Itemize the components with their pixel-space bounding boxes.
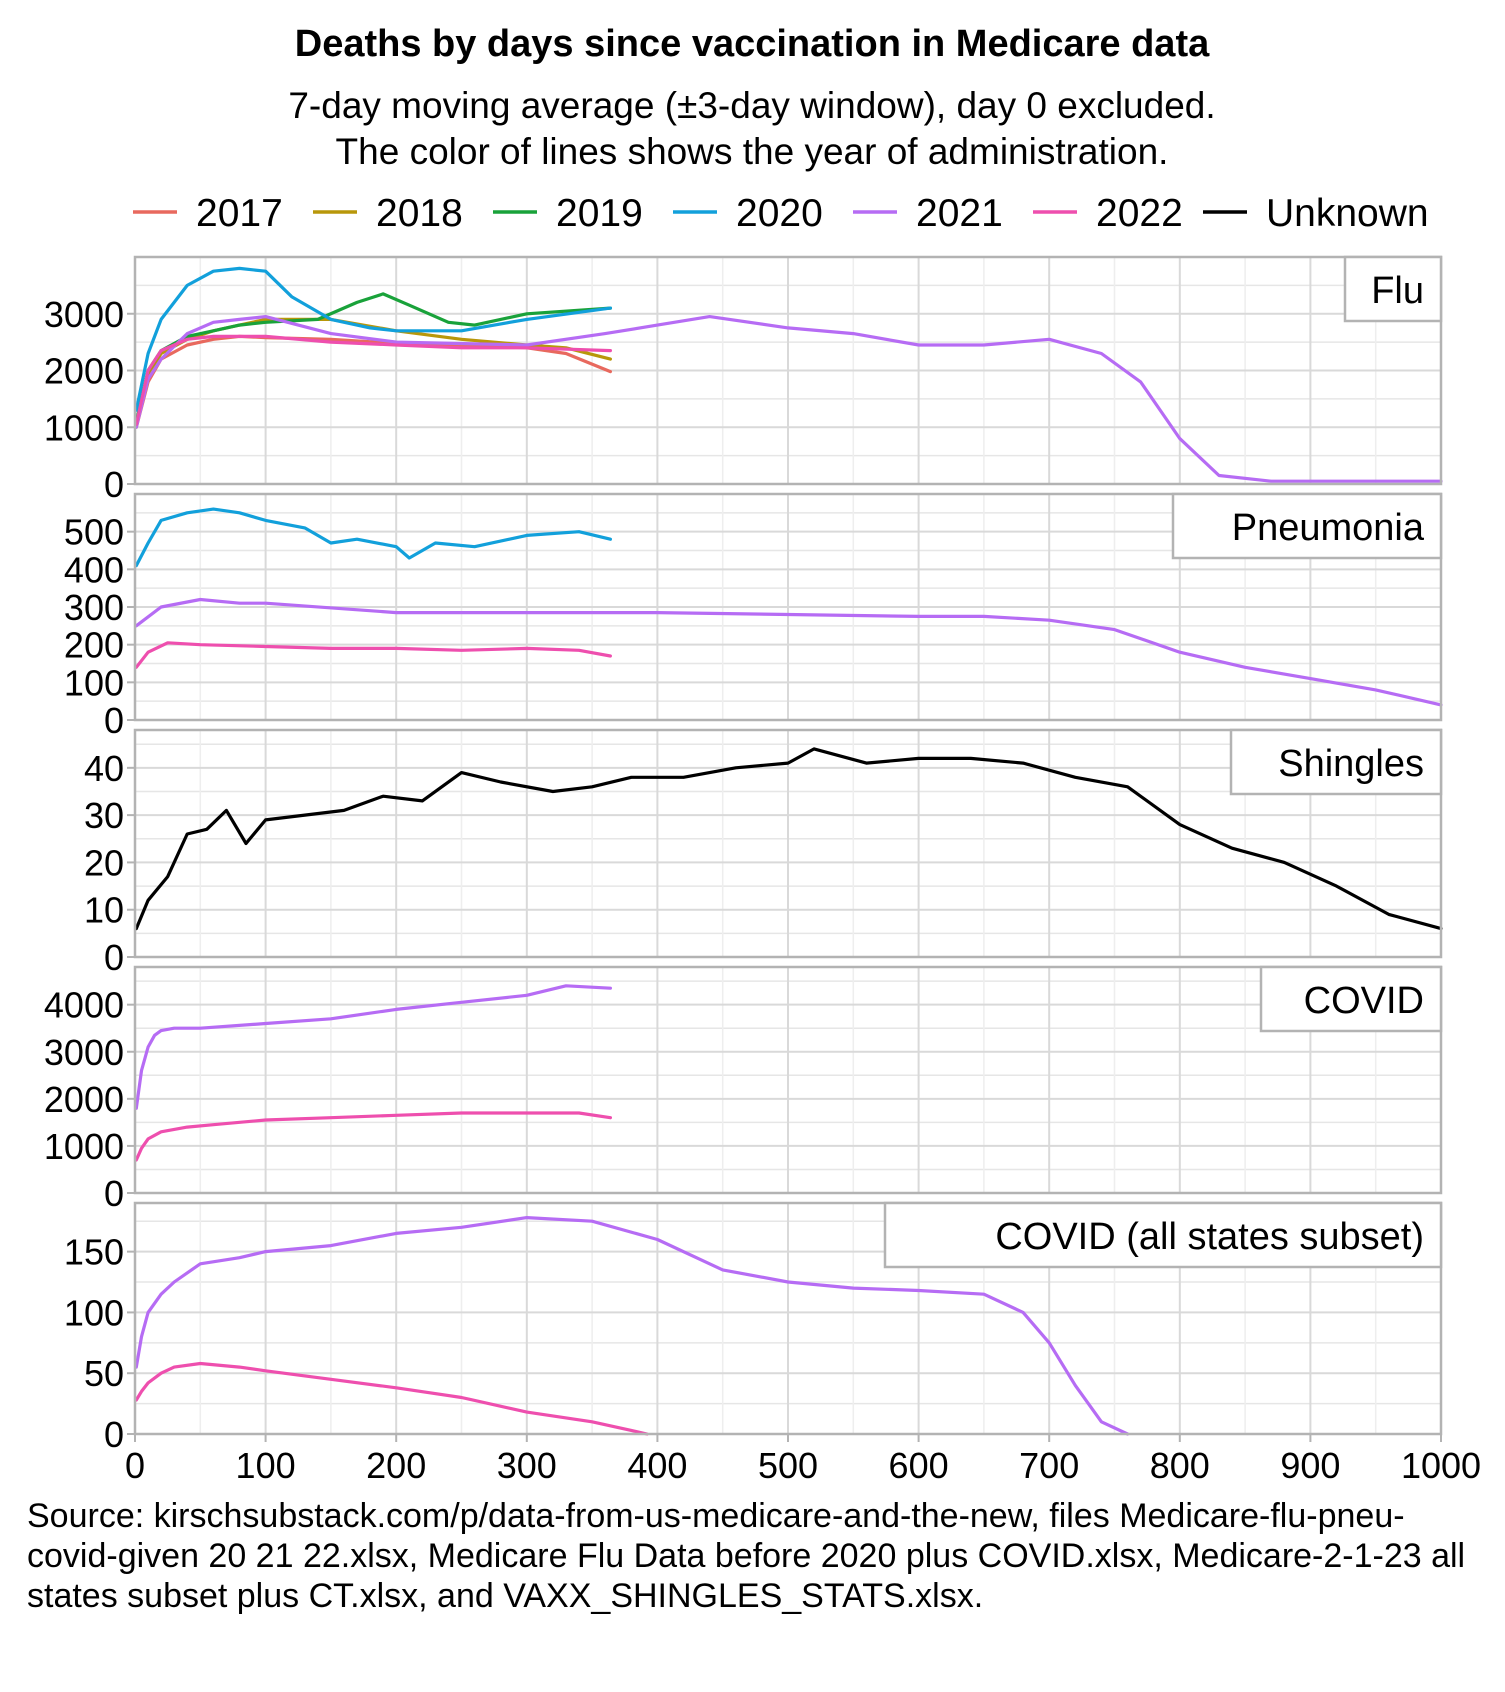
y-tick-label: 3000 xyxy=(44,1032,124,1073)
panel-border xyxy=(133,965,1443,1195)
y-tick-label: 200 xyxy=(64,625,124,666)
chart-subtitle-line-1: 7-day moving average (±3-day window), da… xyxy=(288,85,1215,126)
source-note: Source: kirschsubstack.com/p/data-from-u… xyxy=(27,1497,1466,1615)
facet-label-box xyxy=(1259,965,1443,1033)
series-line-shingles-unknown xyxy=(134,747,1443,931)
x-tick-label: 800 xyxy=(1150,1445,1210,1480)
chart: Deaths by days since vaccination in Medi… xyxy=(44,23,1481,1480)
panel-border xyxy=(133,255,1443,486)
x-axis: 0 100 200 300 400 500 600 700 800 900 1000 xyxy=(125,1434,1481,1480)
panel-shingles: 0 10 20 30 40 Shingles xyxy=(84,728,1443,978)
y-tick-label: 0 xyxy=(104,937,124,978)
series-line-pneumonia-2020 xyxy=(134,507,612,568)
legend-label-2018: 2018 xyxy=(376,192,463,235)
y-tick-label: 1000 xyxy=(44,407,124,448)
series-line-flu-2021 xyxy=(134,315,1443,483)
y-tick-label: 0 xyxy=(104,1173,124,1214)
y-tick-label: 40 xyxy=(84,748,124,789)
facet-label-flu: Flu xyxy=(1371,270,1424,312)
legend-label-2022: 2022 xyxy=(1096,192,1183,235)
panel-flu: 0 1000 2000 3000 Flu xyxy=(44,255,1443,505)
panel-border xyxy=(133,492,1443,722)
x-tick-label: 600 xyxy=(889,1445,949,1480)
y-tick-label: 30 xyxy=(84,795,124,836)
x-tick-label: 500 xyxy=(758,1445,818,1480)
facet-label-covid: COVID xyxy=(1304,980,1424,1022)
x-tick-label: 700 xyxy=(1019,1445,1079,1480)
facet-label-box xyxy=(1171,492,1443,560)
facet-label-box xyxy=(1229,728,1443,796)
y-tick-label: 500 xyxy=(64,512,124,553)
facet-label-pneumonia: Pneumonia xyxy=(1232,507,1425,549)
legend-label-unknown: Unknown xyxy=(1266,192,1429,235)
facet-label-box xyxy=(883,1201,1443,1269)
y-tick-label: 20 xyxy=(84,842,124,883)
y-tick-label: 150 xyxy=(64,1232,124,1273)
series-line-flu-2022 xyxy=(134,334,612,426)
y-tick-label: 0 xyxy=(104,1414,124,1455)
y-tick-label: 0 xyxy=(104,464,124,505)
y-tick-label: 50 xyxy=(84,1353,124,1394)
y-tick-label: 3000 xyxy=(44,294,124,335)
legend-label-2017: 2017 xyxy=(196,192,283,235)
chart-title: Deaths by days since vaccination in Medi… xyxy=(295,23,1210,65)
legend-label-2020: 2020 xyxy=(736,192,823,235)
chart-subtitle-line-2: The color of lines shows the year of adm… xyxy=(336,131,1169,172)
x-tick-label: 400 xyxy=(627,1445,687,1480)
y-tick-label: 1000 xyxy=(44,1126,124,1167)
series-line-flu-2020 xyxy=(134,266,612,412)
series-line-pneumonia-2022 xyxy=(134,641,612,669)
series-line-covid-all-states-subset-2021 xyxy=(134,1216,1130,1436)
legend-label-2021: 2021 xyxy=(916,192,1003,235)
x-tick-label: 100 xyxy=(236,1445,296,1480)
panel-border xyxy=(133,728,1443,959)
y-tick-label: 300 xyxy=(64,587,124,628)
y-tick-label: 2000 xyxy=(44,351,124,392)
panel-covid: 0 1000 2000 3000 4000 COVID xyxy=(44,965,1443,1214)
series-line-covid-2021 xyxy=(134,984,612,1110)
x-tick-label: 200 xyxy=(366,1445,426,1480)
y-tick-label: 0 xyxy=(104,700,124,741)
series-line-covid-2022 xyxy=(134,1111,612,1162)
x-tick-label: 300 xyxy=(497,1445,557,1480)
facet-label-covid-all-states-subset: COVID (all states subset) xyxy=(995,1216,1424,1258)
y-tick-label: 2000 xyxy=(44,1079,124,1120)
panel-covid-all-states-subset: 0 50 100 150 COVID (all states subset) xyxy=(64,1201,1443,1455)
facet-label-shingles: Shingles xyxy=(1278,743,1424,785)
x-tick-label: 0 xyxy=(125,1445,145,1480)
y-tick-label: 400 xyxy=(64,549,124,590)
series-line-pneumonia-2021 xyxy=(134,597,1443,707)
chart-legend: 2017 2018 2019 2020 2021 2022 Unknown xyxy=(133,192,1429,235)
series-line-covid-all-states-subset-2022 xyxy=(134,1361,649,1436)
y-tick-label: 100 xyxy=(64,662,124,703)
legend-label-2019: 2019 xyxy=(556,192,643,235)
y-tick-label: 100 xyxy=(64,1292,124,1333)
x-tick-label: 1000 xyxy=(1401,1445,1481,1480)
x-tick-label: 900 xyxy=(1280,1445,1340,1480)
y-tick-label: 10 xyxy=(84,890,124,931)
y-tick-label: 4000 xyxy=(44,985,124,1026)
facet-label-box xyxy=(1343,255,1443,323)
